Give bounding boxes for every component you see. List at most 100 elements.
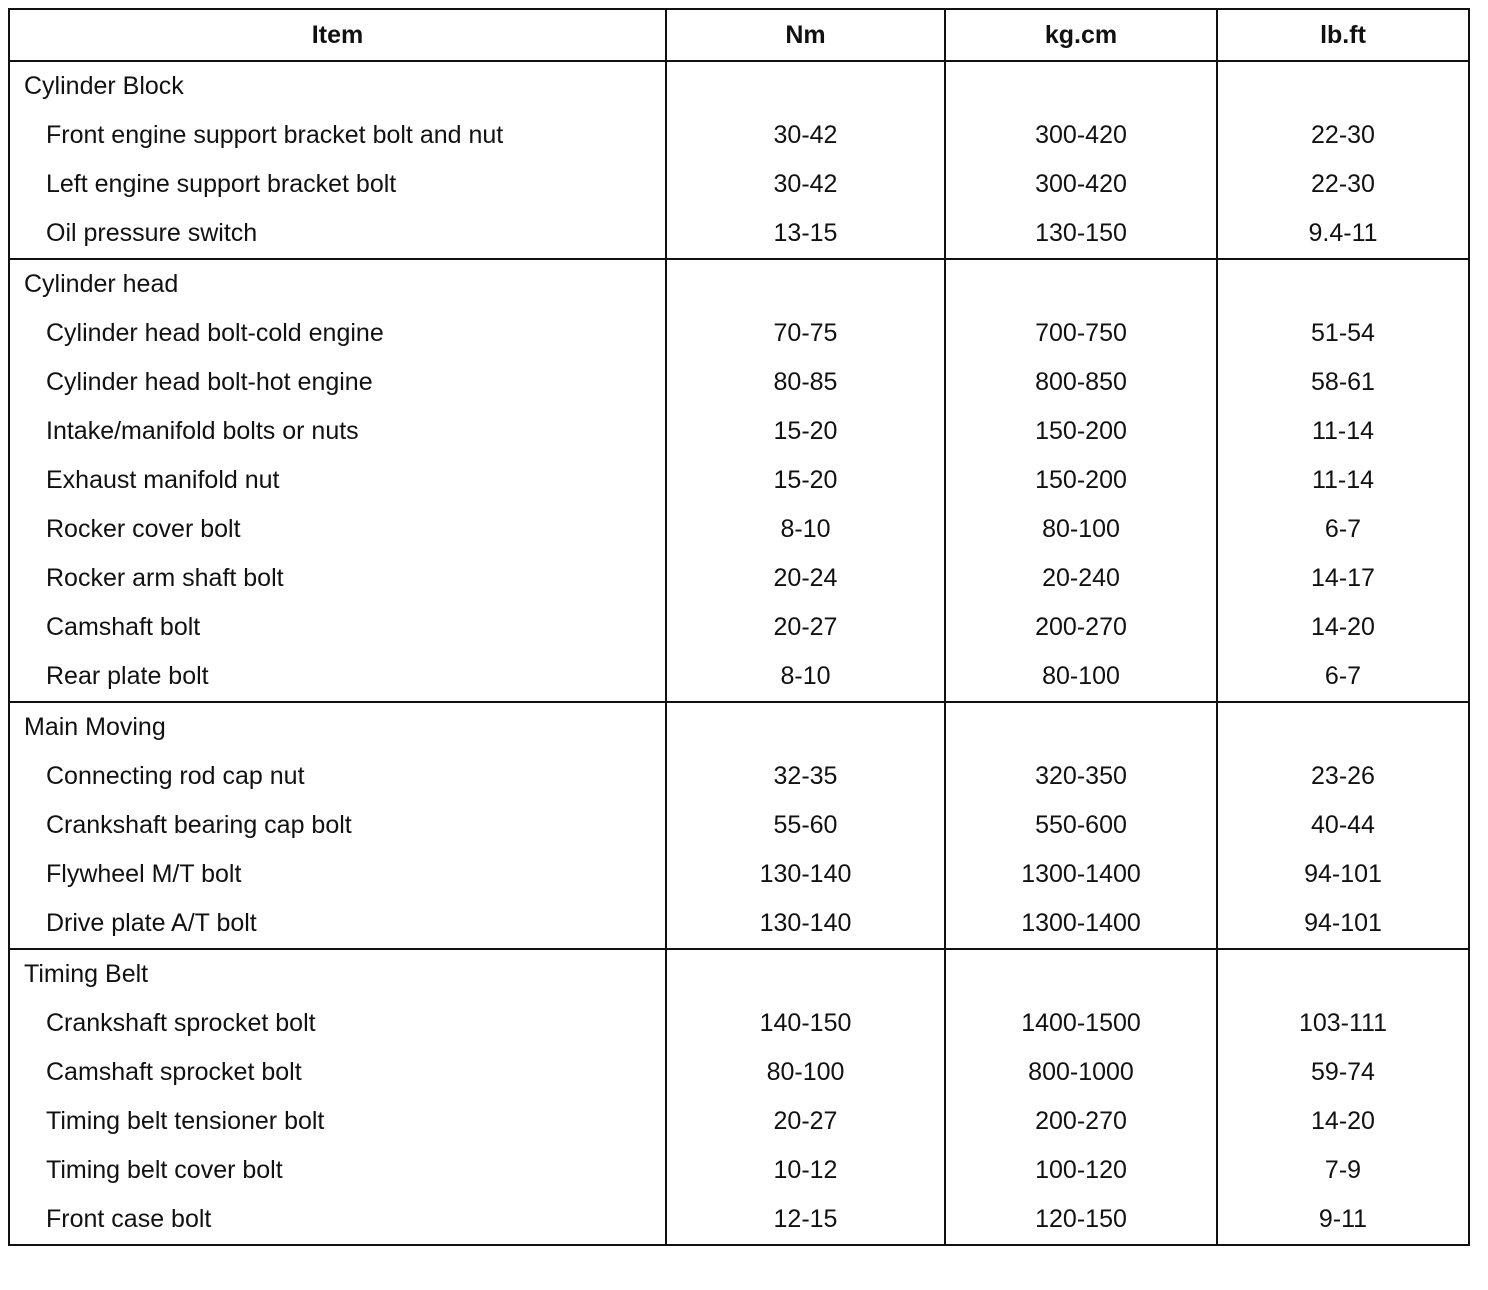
- value-cell: 12-15: [665, 1195, 946, 1245]
- item-cell: Oil pressure switch: [8, 209, 667, 259]
- empty-cell: [1216, 701, 1470, 752]
- data-row: Drive plate A/T bolt 130-140 1300-1400 94-1…: [8, 899, 1470, 949]
- value-cell: 20-24: [665, 554, 946, 603]
- item-cell: Crankshaft sprocket bolt: [8, 999, 667, 1048]
- data-row: Camshaft sprocket bolt 80-100 800-1000 59-7…: [8, 1048, 1470, 1097]
- value-cell: 150-200: [944, 407, 1218, 456]
- item-cell: Front case bolt: [8, 1195, 667, 1245]
- value-cell: 20-27: [665, 603, 946, 652]
- value-cell: 94-101: [1216, 899, 1470, 949]
- item-cell: Cylinder head bolt-cold engine: [8, 309, 667, 358]
- value-cell: 32-35: [665, 752, 946, 801]
- empty-cell: [944, 61, 1218, 111]
- torque-table: Item Nm kg.cm lb.ft Cylinder Block Front eng…: [8, 8, 1470, 1246]
- value-cell: 550-600: [944, 801, 1218, 850]
- value-cell: 1400-1500: [944, 999, 1218, 1048]
- data-row: Flywheel M/T bolt 130-140 1300-1400 94-101: [8, 850, 1470, 899]
- table-body: Cylinder Block Front engine support brack…: [8, 61, 1470, 1245]
- value-cell: 300-420: [944, 160, 1218, 209]
- item-cell: Drive plate A/T bolt: [8, 899, 667, 949]
- item-cell: Cylinder head bolt-hot engine: [8, 358, 667, 407]
- value-cell: 320-350: [944, 752, 1218, 801]
- data-row: Timing belt tensioner bolt 20-27 200-270 14…: [8, 1097, 1470, 1146]
- data-row: Cylinder head bolt-hot engine 80-85 800-85…: [8, 358, 1470, 407]
- value-cell: 14-20: [1216, 1097, 1470, 1146]
- value-cell: 14-20: [1216, 603, 1470, 652]
- data-row: Camshaft bolt 20-27 200-270 14-20: [8, 603, 1470, 652]
- data-row: Connecting rod cap nut 32-35 320-350 23-26: [8, 752, 1470, 801]
- value-cell: 11-14: [1216, 456, 1470, 505]
- item-cell: Rear plate bolt: [8, 652, 667, 702]
- item-cell: Camshaft bolt: [8, 603, 667, 652]
- value-cell: 800-850: [944, 358, 1218, 407]
- empty-cell: [1216, 258, 1470, 309]
- column-header: Item: [8, 9, 667, 62]
- column-header: lb.ft: [1216, 9, 1470, 62]
- value-cell: 130-140: [665, 899, 946, 949]
- value-cell: 15-20: [665, 407, 946, 456]
- value-cell: 200-270: [944, 603, 1218, 652]
- value-cell: 22-30: [1216, 160, 1470, 209]
- value-cell: 22-30: [1216, 111, 1470, 160]
- value-cell: 11-14: [1216, 407, 1470, 456]
- value-cell: 103-111: [1216, 999, 1470, 1048]
- item-cell: Crankshaft bearing cap bolt: [8, 801, 667, 850]
- value-cell: 9.4-11: [1216, 209, 1470, 259]
- column-header: kg.cm: [944, 9, 1218, 62]
- column-header: Nm: [665, 9, 946, 62]
- data-row: Left engine support bracket bolt 30-42 300…: [8, 160, 1470, 209]
- item-cell: Camshaft sprocket bolt: [8, 1048, 667, 1097]
- value-cell: 700-750: [944, 309, 1218, 358]
- value-cell: 80-100: [944, 652, 1218, 702]
- value-cell: 300-420: [944, 111, 1218, 160]
- value-cell: 7-9: [1216, 1146, 1470, 1195]
- value-cell: 15-20: [665, 456, 946, 505]
- value-cell: 8-10: [665, 505, 946, 554]
- value-cell: 55-60: [665, 801, 946, 850]
- data-row: Rocker arm shaft bolt 20-24 20-240 14-17: [8, 554, 1470, 603]
- item-cell: Timing belt cover bolt: [8, 1146, 667, 1195]
- item-cell: Intake/manifold bolts or nuts: [8, 407, 667, 456]
- data-row: Rear plate bolt 8-10 80-100 6-7: [8, 652, 1470, 702]
- data-row: Oil pressure switch 13-15 130-150 9.4-11: [8, 209, 1470, 259]
- value-cell: 23-26: [1216, 752, 1470, 801]
- data-row: Crankshaft sprocket bolt 140-150 1400-1500…: [8, 999, 1470, 1048]
- empty-cell: [944, 948, 1218, 999]
- value-cell: 10-12: [665, 1146, 946, 1195]
- empty-cell: [665, 61, 946, 111]
- value-cell: 6-7: [1216, 505, 1470, 554]
- value-cell: 59-74: [1216, 1048, 1470, 1097]
- value-cell: 1300-1400: [944, 899, 1218, 949]
- data-row: Rocker cover bolt 8-10 80-100 6-7: [8, 505, 1470, 554]
- empty-cell: [665, 948, 946, 999]
- item-cell: Exhaust manifold nut: [8, 456, 667, 505]
- data-row: Intake/manifold bolts or nuts 15-20 150-20…: [8, 407, 1470, 456]
- group-title: Cylinder Block: [8, 61, 667, 111]
- header-row: Item Nm kg.cm lb.ft: [8, 9, 1470, 62]
- item-cell: Timing belt tensioner bolt: [8, 1097, 667, 1146]
- value-cell: 9-11: [1216, 1195, 1470, 1245]
- group-title-row: Cylinder head: [8, 258, 1470, 309]
- item-cell: Connecting rod cap nut: [8, 752, 667, 801]
- value-cell: 30-42: [665, 111, 946, 160]
- empty-cell: [1216, 948, 1470, 999]
- group-title-row: Cylinder Block: [8, 61, 1470, 111]
- empty-cell: [944, 701, 1218, 752]
- item-cell: Rocker cover bolt: [8, 505, 667, 554]
- value-cell: 70-75: [665, 309, 946, 358]
- value-cell: 150-200: [944, 456, 1218, 505]
- value-cell: 6-7: [1216, 652, 1470, 702]
- value-cell: 120-150: [944, 1195, 1218, 1245]
- group-title: Main Moving: [8, 701, 667, 752]
- item-cell: Flywheel M/T bolt: [8, 850, 667, 899]
- value-cell: 40-44: [1216, 801, 1470, 850]
- value-cell: 80-100: [944, 505, 1218, 554]
- empty-cell: [944, 258, 1218, 309]
- value-cell: 100-120: [944, 1146, 1218, 1195]
- group-title: Cylinder head: [8, 258, 667, 309]
- value-cell: 1300-1400: [944, 850, 1218, 899]
- value-cell: 58-61: [1216, 358, 1470, 407]
- group-title: Timing Belt: [8, 948, 667, 999]
- data-row: Front engine support bracket bolt and nu…: [8, 111, 1470, 160]
